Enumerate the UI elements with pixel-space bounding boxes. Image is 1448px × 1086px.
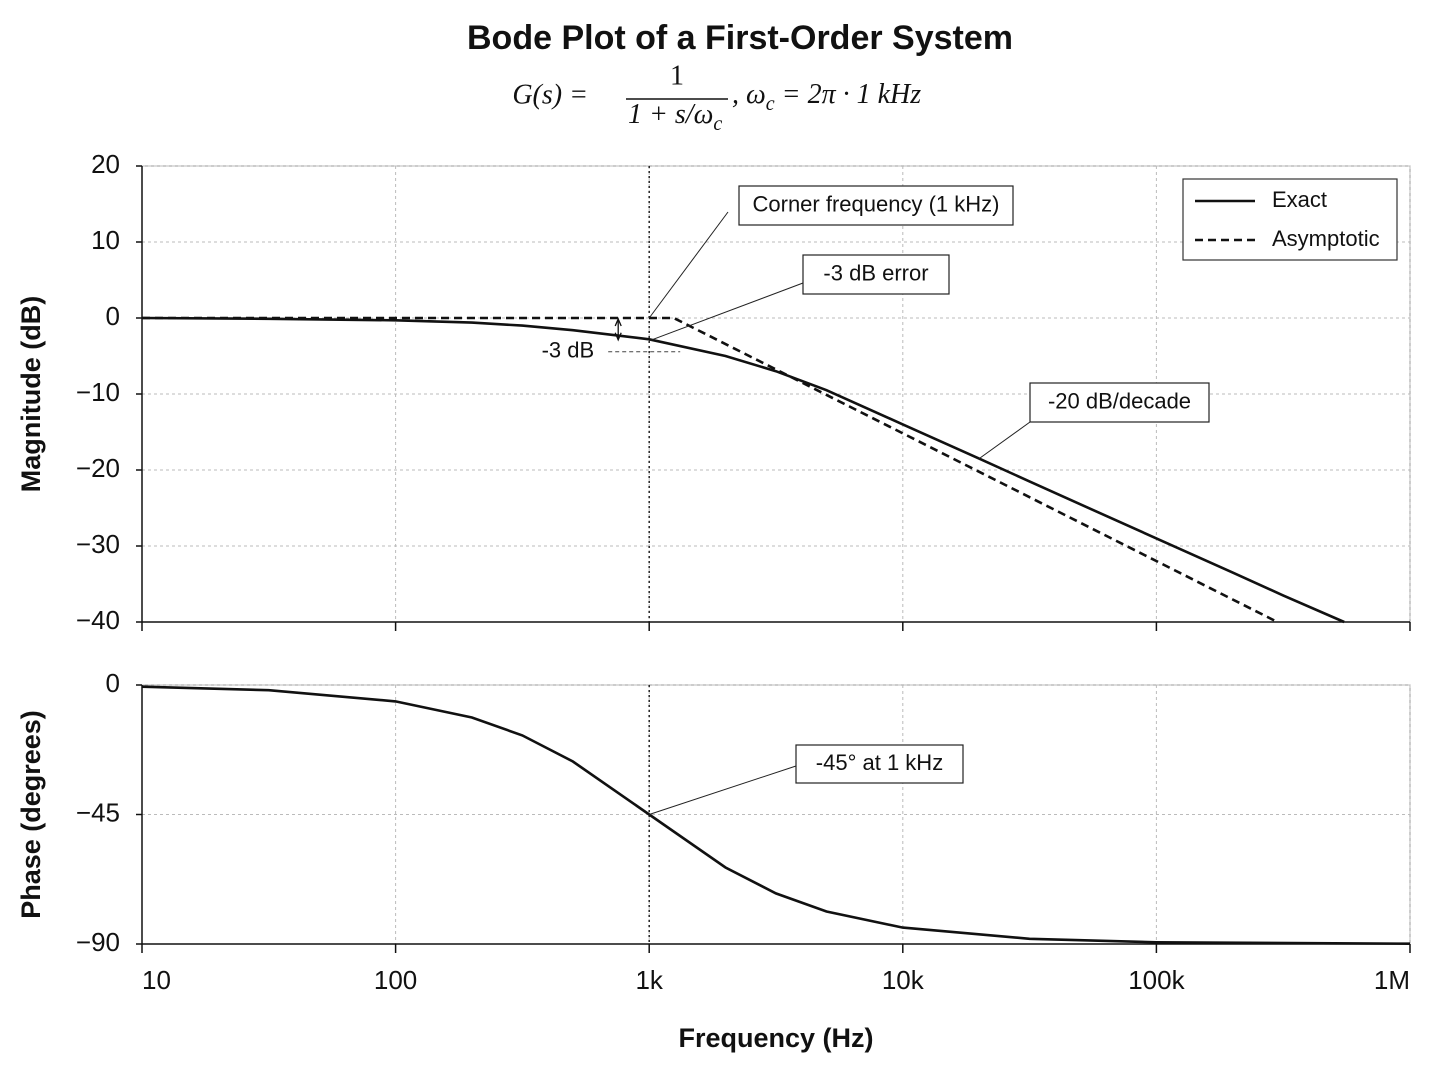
error-label: -3 dB: [542, 338, 595, 363]
formula-mid: , ω: [732, 79, 766, 110]
legend-label: Asymptotic: [1272, 226, 1380, 251]
legend-box: [1182, 178, 1398, 261]
x-tick-label: 10k: [882, 965, 925, 995]
annotation-box: [1029, 382, 1210, 423]
annotation-box: [802, 254, 950, 295]
y-tick-label: −30: [76, 529, 120, 559]
y-tick-label: −40: [76, 605, 120, 635]
annotation-leader: [649, 765, 797, 815]
plot-frame: [141, 684, 1411, 945]
x-tick-label: 1k: [635, 965, 663, 995]
y-tick-label: −20: [76, 453, 120, 483]
annotation-leader: [648, 211, 729, 319]
chart-title: Bode Plot of a First-Order System: [467, 19, 1013, 57]
y-tick-label: −10: [76, 377, 120, 407]
x-tick-label: 100: [374, 965, 417, 995]
legend-label: Exact: [1272, 187, 1327, 212]
annotation-text: -20 dB/decade: [1048, 388, 1191, 413]
formula-rhs: = 2π · 1 kHz: [775, 79, 922, 110]
y-axis-title: Magnitude (dB): [16, 296, 46, 492]
arrow-head: [614, 317, 622, 342]
series-line: [142, 316, 1278, 624]
series-line: [141, 685, 1411, 945]
x-axis-title: Frequency (Hz): [678, 1023, 873, 1053]
formula-rest: , ωc = 2π · 1 kHz: [732, 79, 921, 114]
y-tick-label: −90: [76, 927, 120, 957]
y-tick-label: 20: [91, 149, 120, 179]
x-tick-label: 1M: [1374, 965, 1410, 995]
annotation-box: [738, 185, 1014, 226]
y-tick-label: −45: [76, 797, 120, 827]
formula-numerator: 1: [670, 60, 684, 91]
annotation-text: -3 dB error: [823, 260, 928, 285]
x-tick-label: 100k: [1128, 965, 1185, 995]
annotation-leader: [649, 282, 804, 342]
y-tick-label: 0: [106, 668, 120, 698]
annotation-box: [795, 744, 964, 784]
formula: G(s) = 1 1 + s/ωc , ωc = 2π · 1 kHz: [512, 60, 921, 134]
annotation-text: Corner frequency (1 kHz): [753, 191, 1000, 216]
denominator: 1 + s/ω: [628, 99, 713, 130]
denominator-sub: c: [713, 113, 722, 135]
y-tick-label: 10: [91, 225, 120, 255]
formula-denominator: 1 + s/ωc: [628, 99, 722, 134]
x-tick-label: 10: [142, 965, 171, 995]
annotation-text: -45° at 1 kHz: [816, 750, 943, 775]
formula-lhs: G(s) =: [512, 79, 588, 110]
y-tick-label: 0: [106, 301, 120, 331]
y-axis-title: Phase (degrees): [16, 710, 46, 919]
formula-mid-sub: c: [766, 93, 775, 115]
series-line: [141, 316, 1345, 624]
annotation-leader: [978, 421, 1031, 460]
